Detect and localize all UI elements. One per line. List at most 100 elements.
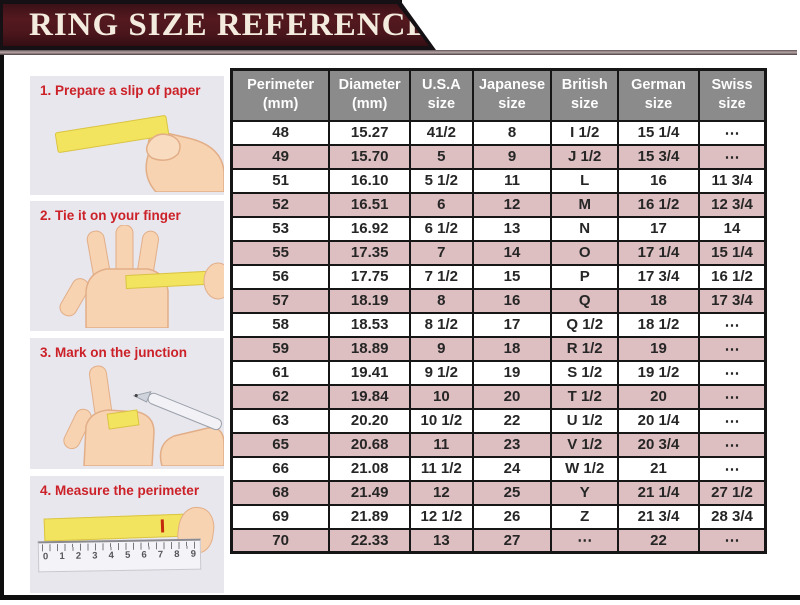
table-cell: ⋯ bbox=[697, 407, 767, 434]
table-cell: 69 bbox=[230, 503, 331, 530]
table-row: 69 21.89 12 1/2 26 Z 21 3/4 28 3/4 bbox=[230, 503, 767, 530]
step-3-mark-junction: 3. Mark on the junction bbox=[30, 338, 224, 469]
table-row: 57 18.19 8 16 Q 18 17 3/4 bbox=[230, 287, 767, 314]
table-cell: 21.49 bbox=[328, 479, 412, 506]
table-cell: U 1/2 bbox=[550, 407, 619, 434]
table-cell: 19.84 bbox=[328, 383, 412, 410]
table-cell: 7 bbox=[409, 239, 474, 266]
table-row: 56 17.75 7 1/2 15 P 17 3/4 16 1/2 bbox=[230, 263, 767, 290]
table-cell: 9 bbox=[409, 335, 474, 362]
paper-strip bbox=[43, 513, 192, 543]
table-cell: 10 bbox=[409, 383, 474, 410]
table-cell: 59 bbox=[230, 335, 331, 362]
table-cell: 41/2 bbox=[409, 119, 474, 146]
table-cell: M bbox=[550, 191, 619, 218]
table-row: 63 20.20 10 1/2 22 U 1/2 20 1/4 ⋯ bbox=[230, 407, 767, 434]
table-cell: Q bbox=[550, 287, 619, 314]
ruler-number: 0 bbox=[42, 550, 49, 562]
table-cell: 63 bbox=[230, 407, 331, 434]
table-cell: 20 3/4 bbox=[616, 431, 700, 458]
table-cell: 11 bbox=[471, 167, 553, 194]
table-cell: S 1/2 bbox=[550, 359, 619, 386]
table-row: 52 16.51 6 12 M 16 1/2 12 3/4 bbox=[230, 191, 767, 218]
step-3-title: 3. Mark on the junction bbox=[40, 345, 188, 360]
table-row: 62 19.84 10 20 T 1/2 20 ⋯ bbox=[230, 383, 767, 410]
pen-mark bbox=[160, 519, 165, 533]
table-cell: 52 bbox=[230, 191, 331, 218]
table-cell: O bbox=[550, 239, 619, 266]
table-cell: 18 bbox=[471, 335, 553, 362]
ruler-number: 3 bbox=[91, 549, 98, 562]
page-title: RING SIZE REFERENCE bbox=[29, 6, 430, 43]
title-banner: RING SIZE REFERENCE bbox=[0, 0, 436, 50]
table-cell: 16 bbox=[616, 167, 700, 194]
column-header: Perimeter (mm) bbox=[230, 68, 331, 122]
table-cell: 58 bbox=[230, 311, 331, 338]
table-cell: 49 bbox=[230, 143, 331, 170]
table-cell: 68 bbox=[230, 479, 331, 506]
table-row: 58 18.53 8 1/2 17 Q 1/2 18 1/2 ⋯ bbox=[230, 311, 767, 338]
table-cell: 17 bbox=[616, 215, 700, 242]
pen-icon bbox=[132, 390, 223, 431]
table-cell: 21 3/4 bbox=[616, 503, 700, 530]
table-cell: 20.68 bbox=[328, 431, 412, 458]
table-cell: W 1/2 bbox=[550, 455, 619, 482]
table-cell: 18.19 bbox=[328, 287, 412, 314]
table-cell: 21 1/4 bbox=[616, 479, 700, 506]
table-cell: 16 bbox=[471, 287, 553, 314]
table-cell: R 1/2 bbox=[550, 335, 619, 362]
table-cell: 6 1/2 bbox=[409, 215, 474, 242]
table-cell: 13 bbox=[409, 527, 474, 554]
step-2-photo bbox=[59, 225, 224, 328]
table-row: 65 20.68 11 23 V 1/2 20 3/4 ⋯ bbox=[230, 431, 767, 458]
ruler-number: 7 bbox=[157, 548, 163, 560]
step-1-photo bbox=[54, 115, 224, 192]
table-row: 59 18.89 9 18 R 1/2 19 ⋯ bbox=[230, 335, 767, 362]
table-cell: 11 1/2 bbox=[409, 455, 474, 482]
table-cell: 15.70 bbox=[328, 143, 412, 170]
column-header: Swiss size bbox=[697, 68, 767, 122]
left-border bbox=[0, 0, 4, 600]
table-cell: ⋯ bbox=[697, 455, 767, 482]
title-banner-fill: RING SIZE REFERENCE bbox=[3, 4, 430, 46]
table-cell: N bbox=[550, 215, 619, 242]
table-cell: 16.10 bbox=[328, 167, 412, 194]
table-header-row: Perimeter (mm) Diameter (mm) U.S.A size Japane… bbox=[230, 68, 767, 122]
table-cell: 22 bbox=[616, 527, 700, 554]
table-cell: 18.89 bbox=[328, 335, 412, 362]
column-header: British size bbox=[550, 68, 619, 122]
table-cell: 21.89 bbox=[328, 503, 412, 530]
table-cell: 22 bbox=[471, 407, 553, 434]
table-cell: 22.33 bbox=[328, 527, 412, 554]
table-cell: 61 bbox=[230, 359, 331, 386]
table-cell: J 1/2 bbox=[550, 143, 619, 170]
table-cell: 13 bbox=[471, 215, 553, 242]
table-cell: ⋯ bbox=[697, 359, 767, 386]
writing-hand bbox=[159, 427, 224, 466]
table-cell: 10 1/2 bbox=[409, 407, 474, 434]
ruler-number: 8 bbox=[173, 548, 180, 560]
table-cell: 20 1/4 bbox=[616, 407, 700, 434]
table-cell: 70 bbox=[230, 527, 331, 554]
table-cell: 21.08 bbox=[328, 455, 412, 482]
table-cell: 26 bbox=[471, 503, 553, 530]
table-cell: 20.20 bbox=[328, 407, 412, 434]
step-1-prepare-paper: 1. Prepare a slip of paper bbox=[30, 76, 224, 195]
table-cell: 15 bbox=[471, 263, 553, 290]
paper-band bbox=[106, 409, 140, 430]
table-cell: 62 bbox=[230, 383, 331, 410]
table-cell: 19 bbox=[471, 359, 553, 386]
table-cell: 17.75 bbox=[328, 263, 412, 290]
table-cell: 17 1/4 bbox=[616, 239, 700, 266]
table-cell: 15 1/4 bbox=[616, 119, 700, 146]
table-cell: 51 bbox=[230, 167, 331, 194]
table-cell: 16.92 bbox=[328, 215, 412, 242]
step-2-title: 2. Tie it on your finger bbox=[40, 208, 181, 223]
table-cell: 14 bbox=[471, 239, 553, 266]
table-cell: 16 1/2 bbox=[697, 263, 767, 290]
table-cell: 12 3/4 bbox=[697, 191, 767, 218]
table-cell: Z bbox=[550, 503, 619, 530]
